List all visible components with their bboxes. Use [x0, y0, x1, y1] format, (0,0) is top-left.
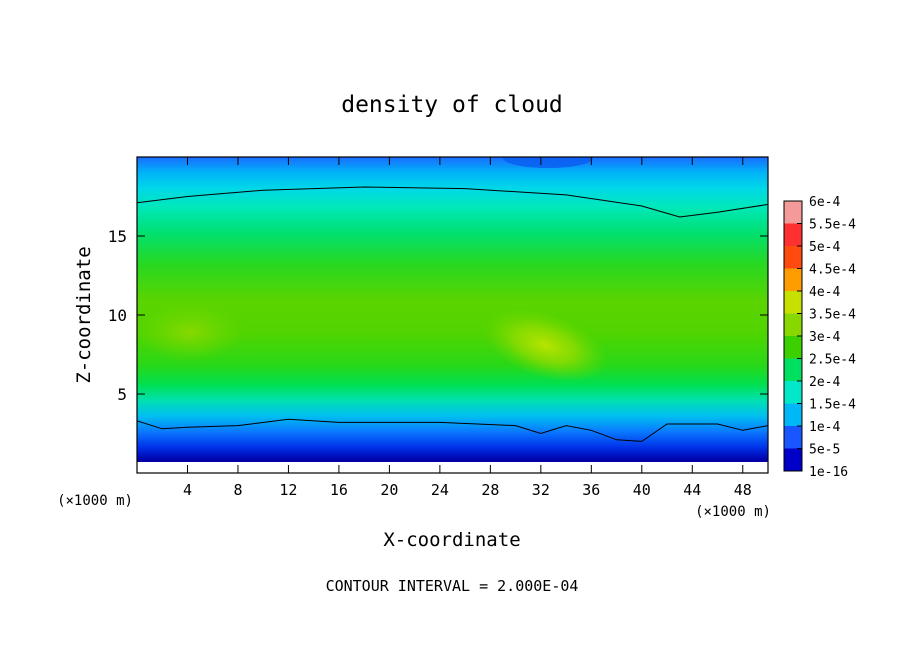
colorbar-swatch — [784, 291, 802, 314]
density-field — [137, 157, 768, 473]
colorbar-label: 1e-4 — [809, 420, 840, 435]
y-tick-label: 15 — [108, 227, 127, 246]
top-low-density-patch — [503, 157, 593, 168]
x-axis-ticks: 4 8 12 16 20 24 28 32 36 40 44 48 — [183, 157, 752, 499]
x-tick-label: 12 — [279, 481, 297, 499]
contour-interval-note: CONTOUR INTERVAL = 2.000E-04 — [326, 577, 579, 595]
x-tick-label: 20 — [380, 481, 398, 499]
x-tick-label: 4 — [183, 481, 192, 499]
colorbar-swatch — [784, 358, 802, 381]
colorbar-label: 5e-5 — [809, 443, 840, 458]
colorbar: 6e-4 5.5e-4 5e-4 4.5e-4 4e-4 3.5e-4 3e-4 2.5e-4… — [783, 195, 856, 480]
x-axis-label: X-coordinate — [383, 529, 520, 551]
colorbar-swatch — [784, 426, 802, 449]
density-maximum-blob — [482, 308, 608, 382]
x-tick-label: 44 — [683, 481, 701, 499]
colorbar-swatch — [784, 336, 802, 359]
colorbar-label: 5e-4 — [809, 240, 840, 255]
contour-lines — [137, 186, 768, 442]
colorbar-label: 3.5e-4 — [809, 308, 856, 323]
y-tick-label: 10 — [108, 306, 127, 325]
contour-line — [137, 186, 768, 218]
colorbar-swatch — [784, 223, 802, 246]
colorbar-swatch — [784, 403, 802, 426]
colorbar-label: 4e-4 — [809, 285, 840, 300]
x-tick-label: 48 — [734, 481, 752, 499]
colorbar-label: 2.5e-4 — [809, 353, 856, 368]
x-tick-label: 40 — [633, 481, 651, 499]
colorbar-label: 5.5e-4 — [809, 218, 856, 233]
x-tick-label: 8 — [233, 481, 242, 499]
colorbar-label: 4.5e-4 — [809, 263, 856, 278]
contour-line — [137, 418, 768, 442]
y-unit-label: (×1000 m) — [57, 493, 133, 509]
x-tick-label: 16 — [330, 481, 348, 499]
colorbar-swatch — [784, 381, 802, 404]
colorbar-label: 2e-4 — [809, 375, 840, 390]
x-unit-label: (×1000 m) — [695, 504, 771, 520]
density-secondary-blob — [137, 302, 245, 362]
x-tick-label: 32 — [532, 481, 550, 499]
colorbar-label: 6e-4 — [809, 195, 840, 210]
x-tick-label: 24 — [431, 481, 449, 499]
plot-area — [137, 157, 768, 473]
below-ground-area — [137, 462, 768, 473]
x-tick-label: 28 — [481, 481, 499, 499]
x-tick-label: 36 — [582, 481, 600, 499]
y-axis-label: Z-coordinate — [73, 246, 95, 383]
colorbar-label: 3e-4 — [809, 330, 840, 345]
colorbar-swatch — [784, 246, 802, 269]
y-tick-label: 5 — [117, 385, 127, 404]
colorbar-swatch — [784, 313, 802, 336]
colorbar-label: 1.5e-4 — [809, 398, 856, 413]
colorbar-swatch — [784, 201, 802, 224]
chart-title: density of cloud — [341, 92, 563, 118]
colorbar-swatch — [784, 268, 802, 291]
colorbar-label: 1e-16 — [809, 465, 848, 480]
colorbar-swatch — [784, 448, 802, 471]
y-axis-ticks: 5 10 15 — [108, 227, 768, 404]
